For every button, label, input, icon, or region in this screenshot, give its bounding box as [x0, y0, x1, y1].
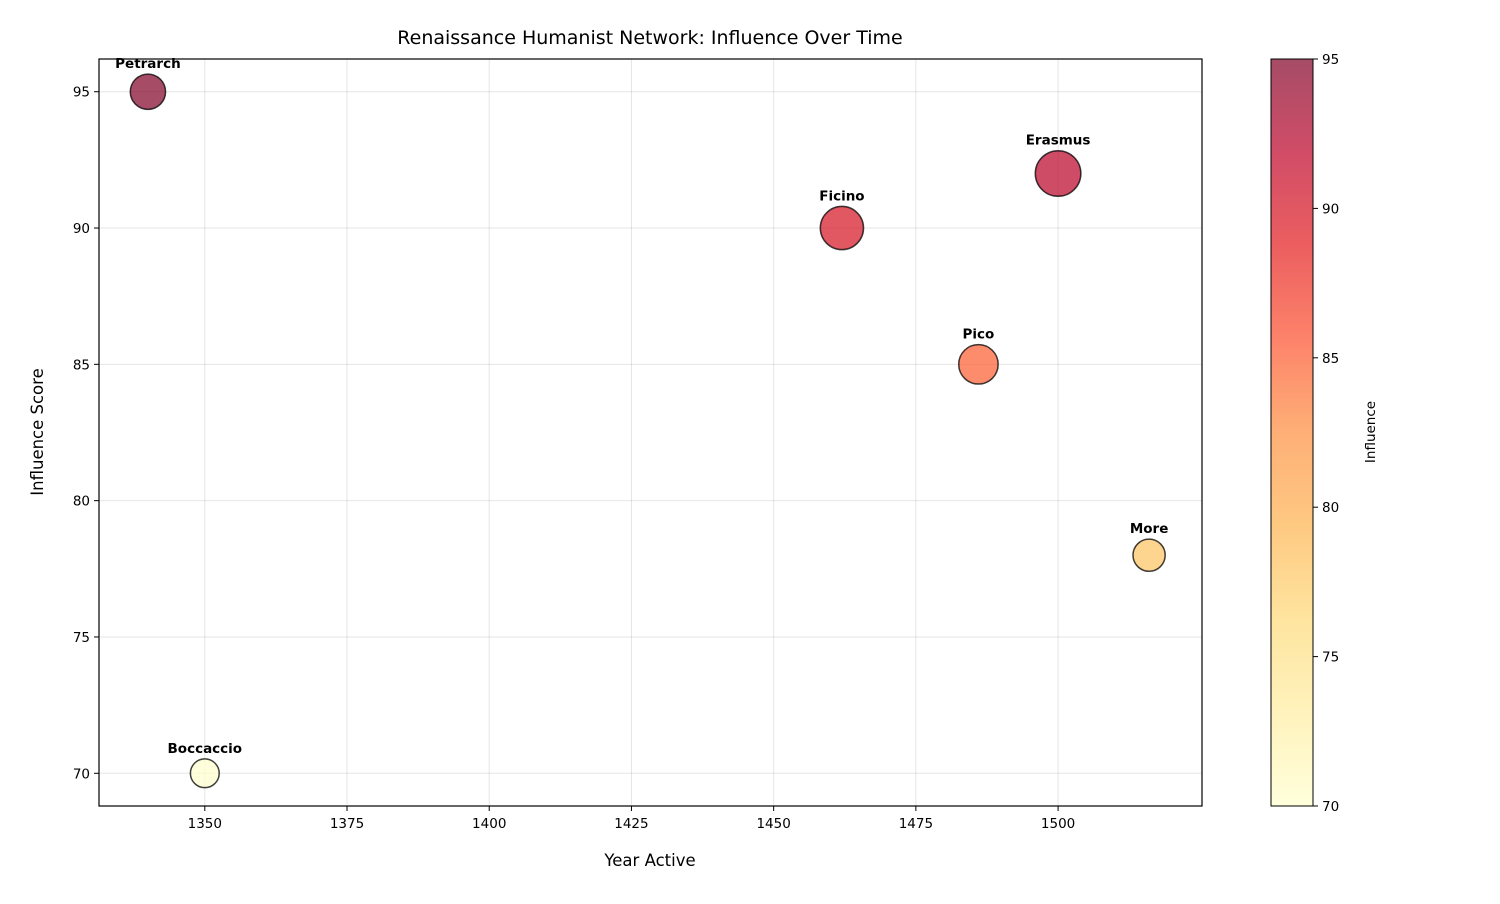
colorbar-label: Influence: [1363, 401, 1379, 463]
y-tick-label: 95: [73, 85, 90, 101]
x-tick-label: 1425: [614, 816, 648, 832]
point-label: Pico: [963, 327, 995, 343]
point-label: More: [1130, 521, 1169, 537]
x-tick-label: 1375: [330, 816, 364, 832]
data-point: [1132, 538, 1166, 573]
x-tick-label: 1350: [188, 816, 222, 832]
point-label: Erasmus: [1026, 133, 1091, 149]
y-tick-label: 90: [73, 221, 90, 237]
axis-ticks: 1350 1375 1400 1425 1450 1475 1500 70 75 80 85 90 95: [73, 85, 1075, 832]
y-tick-label: 70: [73, 766, 90, 782]
point-label: Ficino: [819, 188, 864, 204]
colorbar-tick-label: 75: [1322, 650, 1339, 666]
colorbar-tick-label: 85: [1322, 351, 1339, 367]
x-tick-label: 1500: [1041, 816, 1075, 832]
colorbar-tick-label: 80: [1322, 500, 1339, 516]
point-label: Boccaccio: [168, 741, 243, 757]
points: Petrarch Boccaccio Ficino Pico Erasmus More: [115, 56, 1169, 789]
point-label: Petrarch: [115, 56, 181, 72]
x-tick-label: 1475: [899, 816, 933, 832]
grid: [99, 59, 1202, 806]
colorbar-bar: [1270, 58, 1314, 807]
y-tick-label: 75: [73, 630, 90, 646]
x-tick-label: 1400: [472, 816, 506, 832]
y-tick-label: 85: [73, 357, 90, 373]
colorbar: 70 75 80 85 90 95: [1270, 52, 1339, 815]
colorbar-tick-label: 95: [1322, 52, 1339, 68]
y-tick-label: 80: [73, 494, 90, 510]
chart-title: Renaissance Humanist Network: Influence …: [397, 27, 902, 49]
colorbar-tick-label: 70: [1322, 799, 1339, 815]
data-point: [819, 205, 865, 251]
x-axis-label: Year Active: [603, 851, 695, 870]
x-tick-label: 1450: [756, 816, 790, 832]
plot-frame: [98, 58, 1203, 807]
data-point: [957, 343, 999, 385]
data-point: [1034, 149, 1082, 198]
colorbar-tick-label: 90: [1322, 201, 1339, 217]
y-axis-label: Influence Score: [28, 368, 47, 495]
data-point: [189, 758, 220, 789]
data-point: [129, 73, 167, 111]
